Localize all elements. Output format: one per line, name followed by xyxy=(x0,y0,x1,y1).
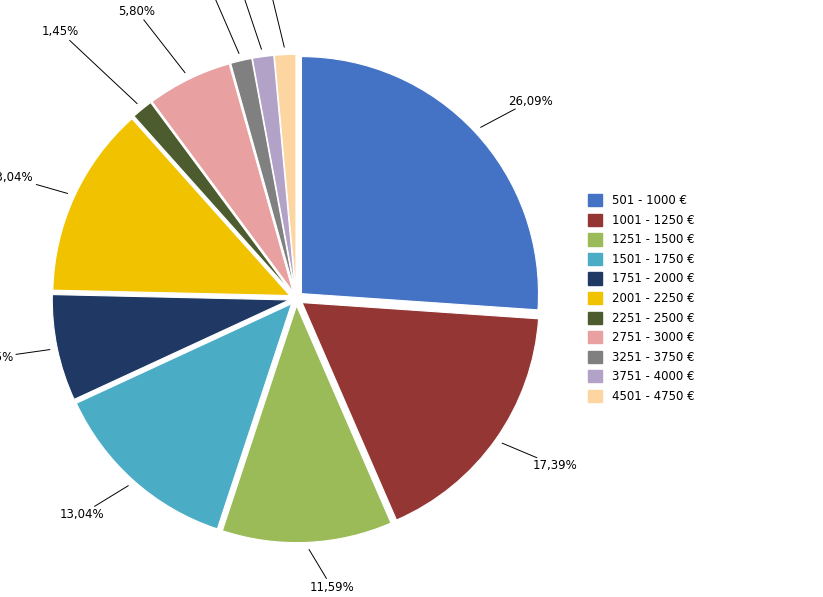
Wedge shape xyxy=(53,294,290,399)
Text: 1,45%: 1,45% xyxy=(212,0,262,50)
Text: 7,25%: 7,25% xyxy=(0,350,50,364)
Text: 17,39%: 17,39% xyxy=(502,443,577,472)
Wedge shape xyxy=(77,304,291,529)
Wedge shape xyxy=(253,56,295,291)
Text: 1,45%: 1,45% xyxy=(181,0,239,54)
Wedge shape xyxy=(302,303,538,520)
Wedge shape xyxy=(230,59,295,291)
Text: 13,04%: 13,04% xyxy=(59,486,128,521)
Text: 5,80%: 5,80% xyxy=(119,5,185,73)
Text: 1,45%: 1,45% xyxy=(42,26,137,104)
Wedge shape xyxy=(274,54,296,291)
Wedge shape xyxy=(152,64,293,292)
Wedge shape xyxy=(134,103,292,293)
Text: 26,09%: 26,09% xyxy=(481,95,552,127)
Wedge shape xyxy=(53,119,290,296)
Text: 13,04%: 13,04% xyxy=(0,171,67,193)
Wedge shape xyxy=(301,57,538,310)
Wedge shape xyxy=(222,306,391,543)
Legend: 501 - 1000 €, 1001 - 1250 €, 1251 - 1500 €, 1501 - 1750 €, 1751 - 2000 €, 2001 -: 501 - 1000 €, 1001 - 1250 €, 1251 - 1500… xyxy=(582,189,700,408)
Text: 11,59%: 11,59% xyxy=(309,549,354,594)
Text: 1,45%: 1,45% xyxy=(244,0,284,47)
